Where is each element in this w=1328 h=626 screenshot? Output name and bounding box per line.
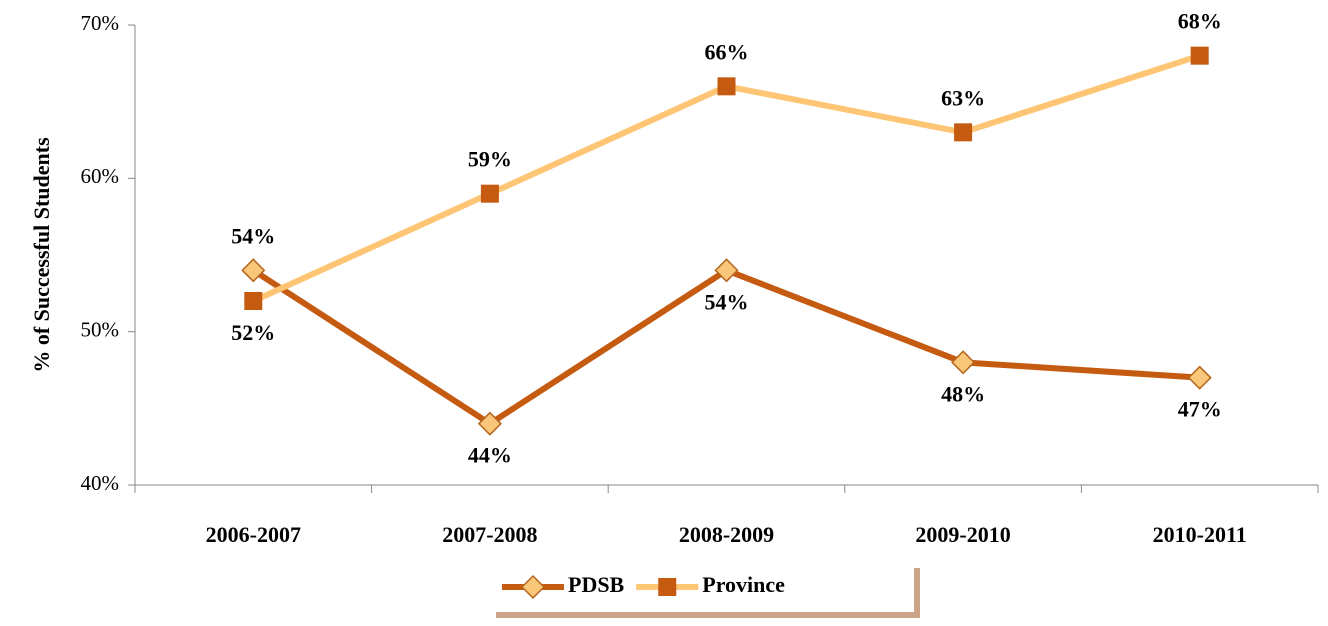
y-axis-label: % of Successful Students bbox=[29, 137, 54, 373]
y-tick-label: 70% bbox=[81, 11, 120, 35]
data-label: 54% bbox=[705, 289, 749, 314]
data-label: 48% bbox=[941, 381, 985, 406]
data-point bbox=[477, 411, 502, 436]
data-label: 52% bbox=[231, 320, 275, 345]
y-tick-label: 60% bbox=[81, 164, 120, 188]
data-point bbox=[480, 184, 499, 203]
data-label: 66% bbox=[705, 39, 749, 64]
legend bbox=[490, 562, 920, 618]
data-label: 44% bbox=[468, 443, 512, 468]
x-tick-label: 2008-2009 bbox=[679, 522, 774, 547]
data-point bbox=[717, 77, 736, 96]
data-point bbox=[241, 258, 266, 283]
data-point bbox=[954, 123, 973, 142]
x-tick-label: 2007-2008 bbox=[442, 522, 537, 547]
y-tick-label: 50% bbox=[81, 317, 120, 341]
data-label: 54% bbox=[231, 223, 275, 248]
legend-marker bbox=[658, 578, 677, 596]
data-point bbox=[951, 350, 976, 375]
data-label: 68% bbox=[1178, 9, 1222, 34]
legend-marker bbox=[520, 574, 546, 600]
y-tick-label: 40% bbox=[81, 471, 120, 495]
data-point bbox=[1187, 365, 1212, 390]
data-label: 63% bbox=[941, 85, 985, 110]
data-point bbox=[714, 258, 739, 283]
legend-label: PDSB bbox=[568, 572, 625, 597]
data-label: 59% bbox=[468, 147, 512, 172]
data-label: 47% bbox=[1178, 397, 1222, 422]
x-tick-label: 2010-2011 bbox=[1153, 522, 1247, 547]
x-tick-label: 2006-2007 bbox=[206, 522, 301, 547]
data-point bbox=[1190, 46, 1209, 65]
x-tick-label: 2009-2010 bbox=[915, 522, 1010, 547]
legend-label: Province bbox=[702, 572, 785, 597]
data-point bbox=[244, 292, 263, 310]
